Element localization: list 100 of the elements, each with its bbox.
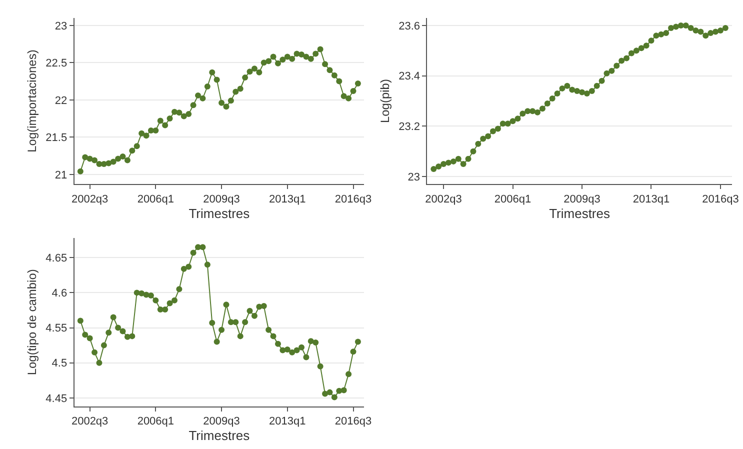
point <box>340 93 347 100</box>
point <box>209 320 216 326</box>
point <box>120 154 126 160</box>
point <box>618 58 625 64</box>
point <box>124 157 130 164</box>
point <box>266 326 272 333</box>
point <box>524 108 531 114</box>
point <box>722 25 728 32</box>
x-tick-label: 2009q3 <box>564 193 600 206</box>
point <box>638 45 644 52</box>
point <box>294 347 300 354</box>
point <box>256 69 262 76</box>
point <box>440 160 447 167</box>
point <box>504 120 511 127</box>
point <box>237 333 244 340</box>
point <box>195 92 202 98</box>
point <box>350 88 356 94</box>
point <box>242 74 248 81</box>
point <box>110 158 116 165</box>
point <box>455 156 462 162</box>
x-tick-label: 2016q3 <box>334 416 372 428</box>
point <box>176 286 182 292</box>
point <box>157 118 164 124</box>
y-tick-label: 23.2 <box>398 121 420 134</box>
x-tick-label: 2013q1 <box>269 416 306 428</box>
x-tick-label: 2013q1 <box>269 193 306 206</box>
point <box>92 157 98 164</box>
point <box>284 346 290 353</box>
y-tick-label: 4.55 <box>46 322 68 335</box>
point <box>608 68 615 74</box>
point <box>237 86 244 92</box>
point <box>450 158 456 164</box>
point <box>648 38 654 44</box>
point <box>480 136 486 142</box>
x-tick-label: 2013q1 <box>632 193 670 206</box>
point <box>340 387 347 394</box>
y-tick-label: 4.6 <box>52 288 68 300</box>
point <box>564 82 570 89</box>
point <box>172 297 178 304</box>
point <box>92 349 98 356</box>
point <box>86 335 93 342</box>
point <box>228 98 234 104</box>
point <box>82 332 88 338</box>
point <box>430 166 437 172</box>
y-axis-title: Log(importaciones) <box>24 50 39 152</box>
y-axis-title: Log(pib) <box>378 79 392 124</box>
point <box>470 148 476 154</box>
point <box>475 140 482 147</box>
point <box>530 108 536 114</box>
point <box>176 110 182 116</box>
point <box>653 32 660 39</box>
point <box>190 250 196 256</box>
y-tick-label: 4.45 <box>46 392 68 405</box>
y-tick-label: 21 <box>54 169 68 182</box>
point <box>460 160 466 167</box>
point <box>322 61 328 68</box>
point <box>708 30 714 36</box>
point <box>717 28 724 34</box>
point <box>214 338 220 345</box>
point <box>485 133 492 140</box>
point <box>336 78 342 84</box>
point <box>190 102 196 108</box>
point <box>331 72 338 78</box>
point <box>350 348 356 355</box>
point <box>280 56 286 63</box>
point <box>514 116 521 122</box>
point <box>129 148 136 154</box>
x-axis-title: Trimestres <box>549 206 610 221</box>
point <box>166 116 173 122</box>
point <box>115 156 122 162</box>
point <box>180 113 187 120</box>
point <box>77 318 84 324</box>
y-tick-label: 23 <box>54 20 68 32</box>
point <box>266 58 272 64</box>
point <box>354 80 361 87</box>
point <box>584 90 590 96</box>
point <box>544 100 550 107</box>
point <box>186 264 192 270</box>
x-tick-label: 2006q1 <box>494 193 532 206</box>
point <box>152 297 159 304</box>
point <box>604 70 610 76</box>
y-tick-label: 4.5 <box>52 358 68 370</box>
x-tick-label: 2002q3 <box>71 416 108 428</box>
point <box>668 25 674 32</box>
point <box>633 48 640 54</box>
point <box>678 22 684 29</box>
x-tick-label: 2006q1 <box>137 193 174 206</box>
point <box>232 319 239 326</box>
point <box>134 143 140 150</box>
point <box>200 244 206 250</box>
point <box>242 319 248 326</box>
point <box>554 90 560 96</box>
point <box>143 132 150 139</box>
point <box>624 55 630 62</box>
point <box>260 303 267 310</box>
point <box>77 168 84 174</box>
y-tick-label: 4.65 <box>46 252 68 264</box>
point <box>698 28 704 35</box>
point <box>682 22 689 29</box>
point <box>303 54 310 60</box>
